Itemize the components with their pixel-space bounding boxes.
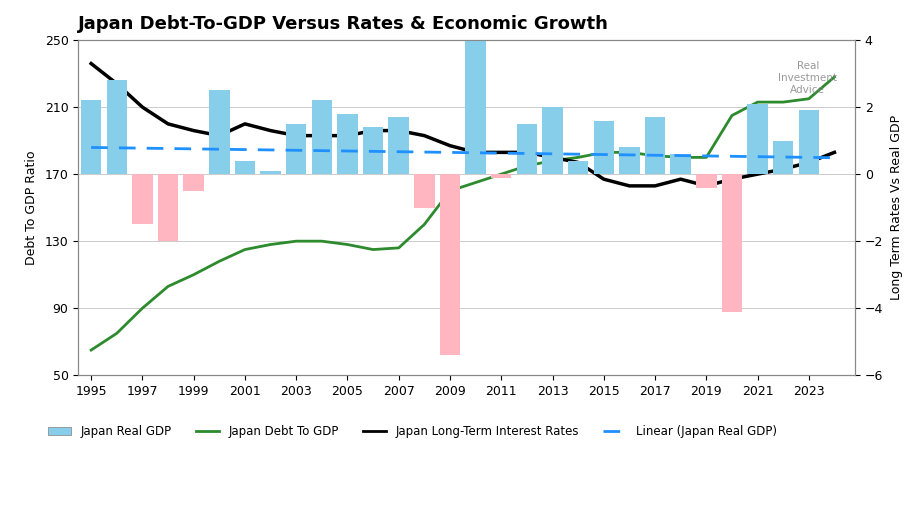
Bar [747, 104, 767, 174]
Bar [773, 141, 793, 174]
Bar [261, 171, 281, 174]
Bar [235, 161, 255, 174]
Bar [132, 174, 152, 224]
Bar [440, 174, 460, 355]
Bar [209, 91, 230, 174]
Bar [799, 111, 819, 174]
Bar [543, 107, 563, 174]
Y-axis label: Long Term Rates Vs Real GDP: Long Term Rates Vs Real GDP [890, 115, 903, 300]
Bar [414, 174, 434, 208]
Bar [517, 124, 537, 174]
Bar [106, 80, 127, 174]
Bar [670, 154, 691, 174]
Bar [722, 174, 742, 311]
Bar [696, 174, 717, 187]
Bar [285, 124, 307, 174]
Text: Japan Debt-To-GDP Versus Rates & Economic Growth: Japan Debt-To-GDP Versus Rates & Economi… [78, 15, 610, 33]
Bar [388, 117, 409, 174]
Bar [568, 161, 588, 174]
Bar [337, 114, 358, 174]
Bar [158, 174, 178, 241]
Bar [491, 174, 511, 178]
Bar [465, 37, 486, 174]
Bar [311, 100, 332, 174]
Legend: Japan Real GDP, Japan Debt To GDP, Japan Long-Term Interest Rates, Linear (Japan: Japan Real GDP, Japan Debt To GDP, Japan… [43, 420, 781, 443]
Y-axis label: Debt To GDP Ratio: Debt To GDP Ratio [25, 151, 38, 265]
Bar [644, 117, 666, 174]
Bar [594, 120, 614, 174]
Bar [619, 147, 640, 174]
Bar [81, 100, 101, 174]
Bar [184, 174, 204, 191]
Text: Real
Investment
Advice: Real Investment Advice [778, 61, 837, 95]
Bar [363, 127, 384, 174]
